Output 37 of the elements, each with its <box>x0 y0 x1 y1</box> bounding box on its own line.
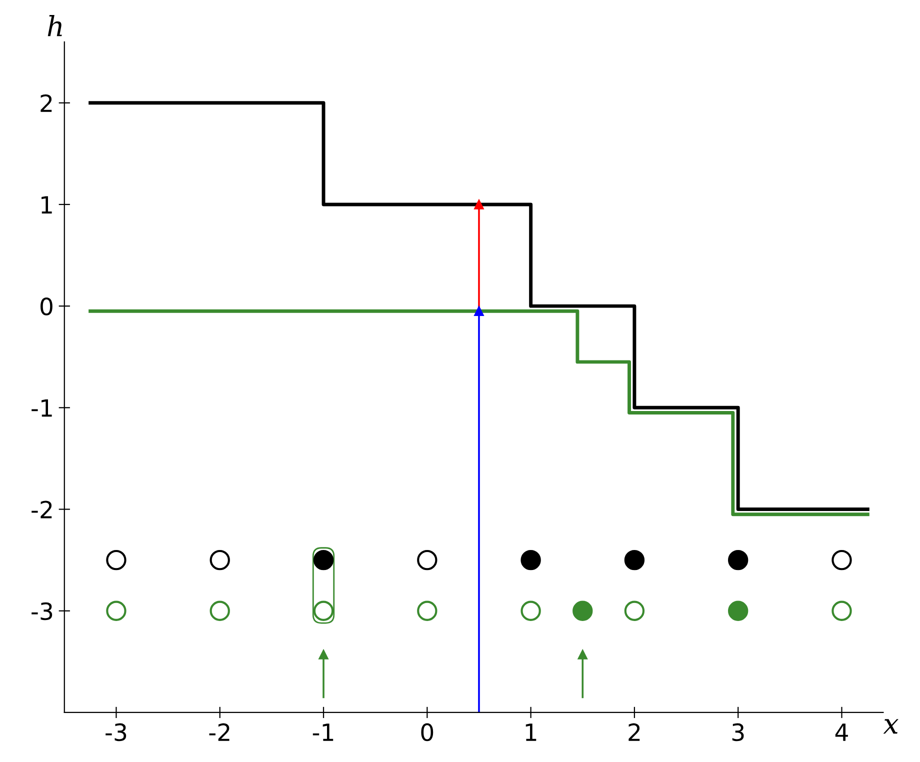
point <box>474 306 484 316</box>
x-tick-label: 4 <box>835 724 848 741</box>
y-tick-label: -3 <box>32 602 52 620</box>
x-tick-label: -1 <box>312 724 334 741</box>
x-axis-title: x <box>883 719 898 734</box>
point <box>572 600 593 621</box>
x-tick-label: 0 <box>421 723 434 742</box>
x-tick-label: 3 <box>732 723 744 742</box>
x-tick-label: 1 <box>526 724 536 741</box>
point <box>417 600 438 621</box>
y-tick-label: 2 <box>40 94 52 112</box>
point <box>520 550 541 570</box>
y-axis-title: h <box>48 15 62 36</box>
point <box>728 550 748 570</box>
point <box>313 550 334 570</box>
point <box>832 550 852 570</box>
point <box>313 600 334 621</box>
point <box>106 550 126 570</box>
point <box>210 600 230 621</box>
point <box>474 200 484 210</box>
point <box>624 550 645 570</box>
point <box>318 650 328 660</box>
x-tick-label: 2 <box>628 723 640 741</box>
y-tick-label: 1 <box>42 196 52 214</box>
x-tick-label: -2 <box>209 723 230 741</box>
y-tick-label: 0 <box>40 298 52 316</box>
y-tick-label: -2 <box>32 500 52 518</box>
point <box>624 600 645 621</box>
point <box>106 600 126 621</box>
point <box>728 600 748 621</box>
point <box>210 550 230 570</box>
y-tick-label: -1 <box>32 399 52 417</box>
x-tick-label: -3 <box>106 723 126 742</box>
point <box>520 600 541 621</box>
point <box>417 550 438 570</box>
point <box>578 650 588 660</box>
point <box>832 600 852 621</box>
